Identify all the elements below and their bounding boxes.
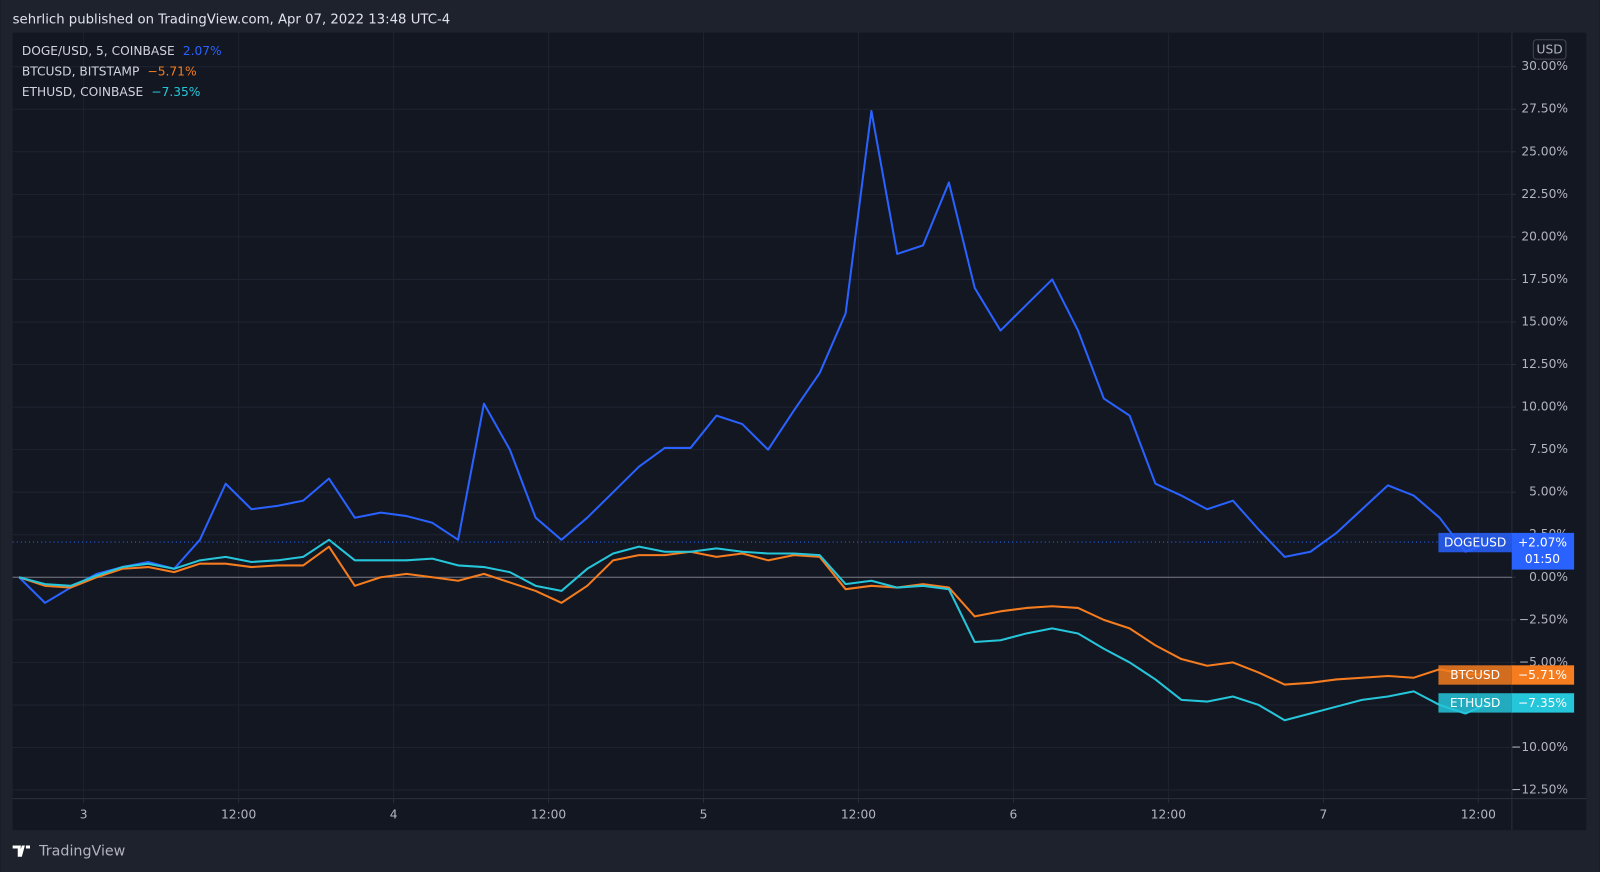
tag-name: BTCUSD: [1450, 668, 1500, 682]
x-tick-label: 12:00: [1461, 807, 1496, 821]
x-tick-label: 7: [1319, 807, 1327, 821]
y-tick-label: 25.00%: [1521, 144, 1568, 158]
tag-name-bg: [1438, 665, 1512, 685]
unit-box: [1532, 39, 1567, 60]
x-tick-label: 12:00: [1151, 807, 1186, 821]
tag-value: −7.35%: [1518, 696, 1567, 710]
y-tick-label: 17.50%: [1521, 272, 1568, 286]
y-tick-label: 15.00%: [1521, 314, 1568, 328]
price-tag: DOGEUSD +2.07% 01:50: [1438, 532, 1575, 570]
y-tick-label: 10.00%: [1521, 400, 1568, 414]
y-tick-label: −2.50%: [1519, 612, 1568, 626]
legend-change: 2.07%: [183, 43, 222, 57]
price-tag: ETHUSD −7.35%: [1438, 693, 1575, 713]
x-tick-label: 3: [80, 807, 88, 821]
series-line: [18, 109, 1492, 604]
x-tick-label: 12:00: [221, 807, 256, 821]
y-tick-label: 12.50%: [1521, 357, 1568, 371]
y-tick-label: 7.50%: [1529, 442, 1568, 456]
x-tick-label: 6: [1010, 807, 1018, 821]
series-line: [18, 538, 1492, 722]
legend-change: −5.71%: [148, 64, 197, 78]
tag-name-bg: [1438, 532, 1512, 553]
price-tag: BTCUSD −5.71%: [1438, 665, 1575, 685]
legend-change: −7.35%: [151, 84, 200, 98]
brand: TradingView: [38, 844, 126, 860]
legend-name: BTCUSD, BITSTAMP: [22, 64, 140, 78]
tag-value-bg: [1511, 532, 1575, 570]
tag-name: DOGEUSD: [1444, 536, 1506, 550]
legend-name: DOGE/USD, 5, COINBASE: [22, 43, 175, 57]
y-tick-label: 22.50%: [1521, 187, 1568, 201]
y-tick-label: 30.00%: [1521, 59, 1568, 73]
y-tick-label: 0.00%: [1529, 570, 1568, 584]
y-tick-label: −10.00%: [1511, 740, 1568, 754]
x-tick-label: 4: [390, 807, 398, 821]
tag-value: −5.71%: [1518, 668, 1567, 682]
y-tick-label: 27.50%: [1521, 102, 1568, 116]
legend-entry: BTCUSD, BITSTAMP −5.71%: [22, 64, 197, 78]
tag-countdown: 01:50: [1525, 552, 1560, 566]
tag-value-bg: [1511, 665, 1575, 685]
x-tick-label: 12:00: [841, 807, 876, 821]
x-tick-label: 12:00: [531, 807, 566, 821]
tag-name: ETHUSD: [1450, 696, 1500, 710]
unit-label: USD: [1537, 42, 1563, 56]
header: sehrlich published on TradingView.com, A…: [13, 12, 451, 27]
y-tick-label: −12.50%: [1511, 783, 1568, 797]
legend-entry: DOGE/USD, 5, COINBASE 2.07%: [22, 43, 222, 57]
tag-value: +2.07%: [1518, 536, 1567, 550]
logo: [12, 845, 30, 857]
legend-entry: ETHUSD, COINBASE −7.35%: [22, 84, 201, 98]
series-line: [18, 545, 1492, 686]
y-tick-label: 20.00%: [1521, 229, 1568, 243]
plot-background: [12, 32, 1587, 831]
legend-name: ETHUSD, COINBASE: [22, 84, 143, 98]
tag-name-bg: [1438, 693, 1512, 713]
x-tick-label: 5: [700, 807, 708, 821]
tag-value-bg: [1511, 693, 1575, 713]
y-tick-label: 5.00%: [1529, 485, 1568, 499]
